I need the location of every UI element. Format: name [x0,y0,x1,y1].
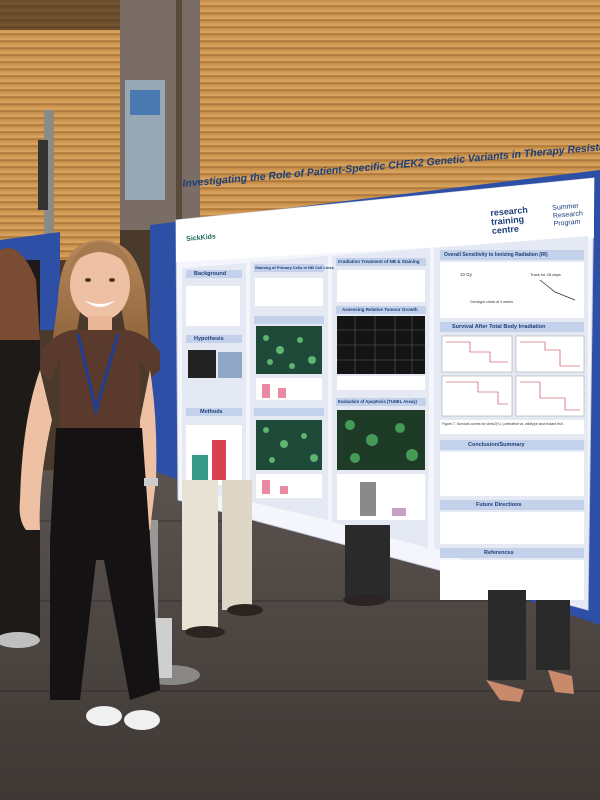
research-centre-logo: research training centre [489,204,529,236]
section-staining: Staining of Primary Cells in NB Cell Lin… [255,265,334,270]
poster-col-4 [434,236,588,610]
pillar [44,110,54,310]
section-methods: Methods [200,409,223,415]
section-references: References [484,550,514,556]
presenter [19,240,160,730]
figure-caption: Figure 7. Survival curves for chek2(Y-/-… [442,422,564,426]
poster-col-2 [250,256,328,520]
chart-label-age: Genotype check at 4 weeks [470,300,513,304]
section-future: Future Directions [476,502,522,508]
section-tumour-growth: Assessing Relative Tumour Growth [342,307,418,312]
poster-col-1 [182,263,246,500]
section-background: Background [194,271,227,277]
ceiling-dark [0,0,120,30]
section-apoptosis: Evaluation of Apoptosis (TUNEL Assay) [338,399,417,404]
section-survival: Survival After Total Body Irradiation [452,324,546,330]
section-irradiation: Irradiation Treatment of NB & Staining [338,259,420,264]
poster-col-3 [332,248,430,548]
section-sensitivity: Overall Sensitivity to Ionizing Radiatio… [444,252,548,258]
chart-label-track: Track for 28 days [530,272,561,277]
section-conclusion: Conclusion/Summary [468,442,525,448]
wood-slat-wall-left [0,0,120,260]
chart-label-dose: 10 Gy [460,272,473,277]
summer-program-logo: Summer Research Program [552,202,584,228]
section-hypothesis: Hypothesis [194,336,224,342]
